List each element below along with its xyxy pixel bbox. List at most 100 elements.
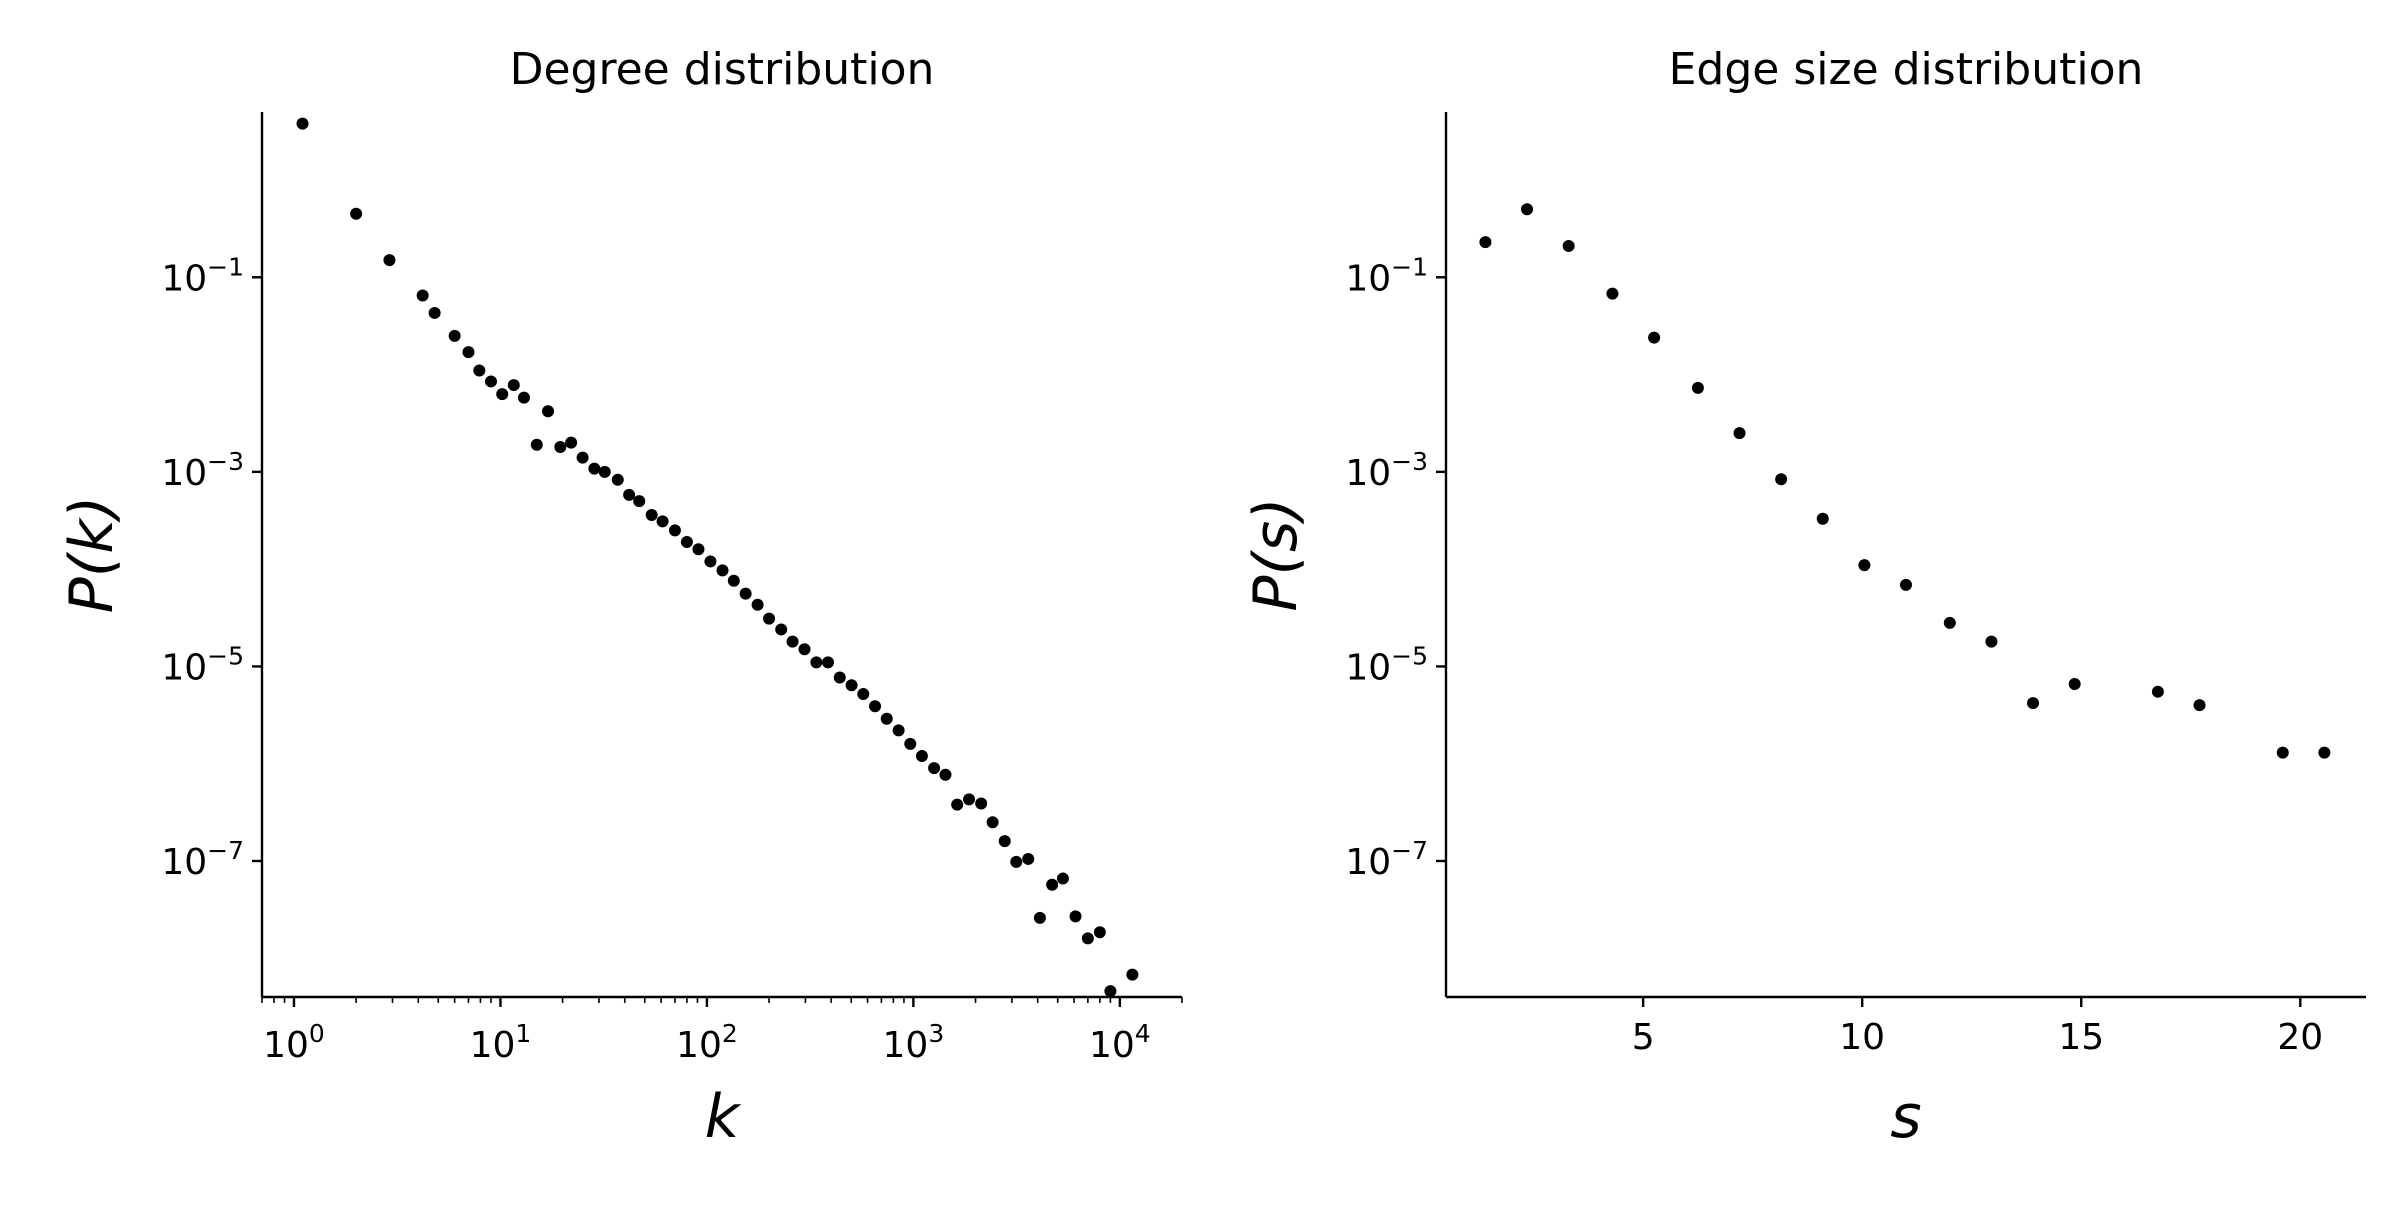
data-point <box>692 543 705 556</box>
y-tick-label: 10−3 <box>1345 447 1428 494</box>
data-point <box>951 798 964 811</box>
chart-title: Degree distribution <box>510 44 935 95</box>
y-tick-label: 10−5 <box>161 641 244 688</box>
data-point <box>928 762 941 775</box>
data-point <box>542 405 555 418</box>
data-point <box>2276 746 2289 759</box>
data-point <box>1562 239 1575 252</box>
x-tick-label: 20 <box>2277 1017 2323 1058</box>
data-point <box>904 737 917 750</box>
data-point <box>588 462 601 475</box>
data-point <box>1648 331 1661 344</box>
x-tick-label: 5 <box>1632 1017 1655 1058</box>
data-point <box>1900 578 1912 591</box>
data-point <box>1069 910 1082 923</box>
data-point <box>416 289 429 302</box>
data-point <box>704 555 717 568</box>
data-point <box>1022 852 1035 865</box>
data-point <box>530 438 543 451</box>
data-point <box>565 436 578 449</box>
data-point <box>1691 381 1704 394</box>
data-point <box>1010 855 1023 868</box>
data-point <box>975 797 988 810</box>
data-point <box>645 509 658 522</box>
data-point <box>1606 287 1619 300</box>
data-point <box>383 254 396 267</box>
chart-panel-2: Edge size distribution 10−1 10−3 10−5 10−7 5 1… <box>1241 44 2366 1152</box>
data-point <box>1816 512 1829 525</box>
x-axis-label: s <box>1890 1082 1921 1152</box>
data-point <box>2193 699 2206 712</box>
x-tick-label: 100 <box>263 1019 325 1066</box>
data-point <box>576 451 589 464</box>
data-point <box>2318 746 2331 759</box>
data-point <box>1093 926 1106 939</box>
data-point <box>810 656 823 669</box>
data-point <box>496 388 509 401</box>
data-point <box>915 750 928 763</box>
y-tick-label: 10−3 <box>161 447 244 494</box>
y-tick-label: 10−5 <box>1345 641 1428 688</box>
data-point <box>833 671 846 684</box>
x-tick-label: 104 <box>1089 1019 1151 1066</box>
data-point <box>296 117 309 130</box>
y-axis-label: P(k) <box>57 496 127 614</box>
data-point <box>507 379 520 392</box>
y-tick-label: 10−1 <box>1345 252 1428 299</box>
data-point <box>656 515 669 528</box>
data-point <box>1521 203 1534 216</box>
data-point <box>598 465 611 478</box>
data-point <box>1858 559 1871 572</box>
chart-title: Edge size distribution <box>1669 44 2144 95</box>
data-point <box>350 207 363 220</box>
data-point <box>485 375 498 388</box>
data-point <box>763 612 776 625</box>
data-point <box>751 598 764 611</box>
data-point <box>473 364 486 377</box>
chart-panel-1: Degree distribution 10−1 10−3 10−5 10−7 100 10… <box>57 44 1183 1152</box>
data-point <box>1733 427 1746 440</box>
y-tick-label: 10−7 <box>1345 836 1428 883</box>
data-point <box>786 635 799 648</box>
x-axis-label: k <box>705 1082 742 1152</box>
data-point <box>462 346 475 359</box>
data-point <box>798 643 811 656</box>
data-point <box>2027 697 2040 710</box>
data-point <box>939 768 952 781</box>
data-point <box>857 688 870 701</box>
data-point <box>1033 911 1046 924</box>
data-point <box>611 473 624 486</box>
y-axis-label: P(s) <box>1241 497 1311 611</box>
data-point <box>998 835 1011 848</box>
y-tick-label: 10−7 <box>161 836 244 883</box>
data-point <box>668 524 681 537</box>
data-point <box>517 391 530 404</box>
data-point <box>2068 677 2081 690</box>
data-point <box>986 816 999 829</box>
x-tick-label: 102 <box>676 1019 738 1066</box>
data-point <box>2151 685 2164 698</box>
data-point <box>1943 616 1956 629</box>
data-point <box>775 623 788 636</box>
x-tick-label: 15 <box>2058 1017 2104 1058</box>
data-point <box>448 329 461 342</box>
data-point <box>680 536 693 549</box>
data-point <box>845 679 858 692</box>
data-point <box>1126 968 1139 981</box>
data-point <box>554 441 567 454</box>
data-point <box>1056 872 1069 885</box>
x-tick-label: 10 <box>1839 1017 1885 1058</box>
data-point <box>428 306 441 319</box>
data-point <box>822 656 835 669</box>
data-point <box>633 495 646 508</box>
data-point <box>880 712 893 725</box>
data-point <box>1775 473 1788 486</box>
data-point <box>1479 236 1492 249</box>
y-tick-label: 10−1 <box>161 252 244 299</box>
x-tick-label: 101 <box>470 1019 532 1066</box>
data-point <box>716 564 729 577</box>
data-point <box>1046 878 1059 891</box>
data-point <box>892 724 905 737</box>
